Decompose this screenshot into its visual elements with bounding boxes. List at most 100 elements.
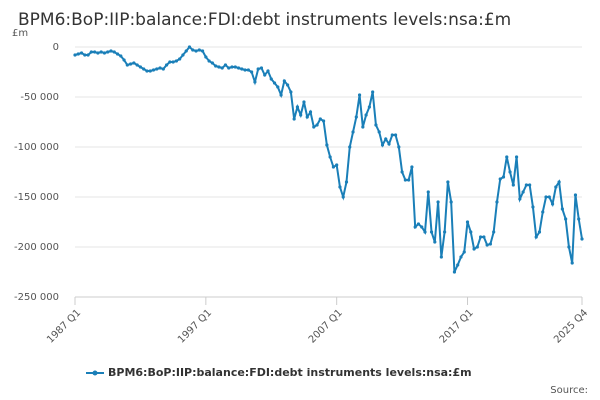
data-point <box>263 73 267 77</box>
data-point <box>269 77 273 81</box>
data-point <box>331 165 336 169</box>
data-point <box>155 67 159 71</box>
data-point <box>240 67 244 71</box>
data-point <box>286 83 290 87</box>
data-point <box>364 113 368 117</box>
y-tick-label: -200 000 <box>14 242 59 253</box>
data-point <box>521 190 525 194</box>
data-point <box>292 117 296 121</box>
data-point <box>541 210 545 214</box>
data-point <box>472 247 476 251</box>
data-point <box>187 45 192 49</box>
data-point <box>377 130 381 134</box>
data-point <box>508 170 512 174</box>
data-point <box>233 65 237 69</box>
data-point <box>181 53 185 57</box>
data-point <box>416 222 421 226</box>
source-label: Source: <box>550 385 588 396</box>
data-point <box>338 185 342 189</box>
data-point <box>132 61 136 65</box>
data-point <box>456 263 460 267</box>
data-point <box>511 183 515 187</box>
data-point <box>397 145 401 149</box>
data-point <box>505 155 509 159</box>
data-point <box>142 67 146 71</box>
data-point <box>302 100 306 104</box>
data-point <box>171 60 175 64</box>
data-point <box>250 70 254 74</box>
data-point <box>410 165 414 169</box>
data-point <box>276 85 280 89</box>
data-point <box>174 59 178 63</box>
data-point <box>564 217 568 221</box>
data-point <box>534 235 538 239</box>
data-point <box>96 51 100 55</box>
data-point <box>501 175 506 179</box>
data-point <box>465 220 470 224</box>
data-point <box>129 62 133 66</box>
data-point <box>148 69 152 73</box>
x-tick-label: 2025 Q4 <box>552 307 590 345</box>
data-point <box>348 145 352 149</box>
data-point <box>115 52 120 56</box>
data-point <box>191 48 195 52</box>
data-point <box>443 230 447 234</box>
data-point <box>335 163 339 167</box>
data-point <box>573 193 578 197</box>
data-point <box>344 180 349 184</box>
x-tick-label: 1987 Q1 <box>45 307 83 345</box>
data-point <box>207 59 211 63</box>
data-point <box>112 50 116 54</box>
data-point <box>73 53 77 57</box>
data-point <box>439 255 443 259</box>
data-point <box>469 230 473 234</box>
data-point <box>256 67 260 71</box>
data-point <box>462 250 466 254</box>
data-point <box>151 68 156 72</box>
y-tick-label: 0 <box>53 42 59 53</box>
data-point <box>384 137 388 141</box>
data-point <box>93 50 97 54</box>
data-point <box>550 202 555 206</box>
data-point <box>374 123 378 127</box>
data-point <box>214 64 218 68</box>
data-point <box>390 133 394 137</box>
data-point <box>567 245 571 249</box>
data-point <box>580 237 584 241</box>
data-point <box>452 270 457 274</box>
series-line <box>74 45 583 273</box>
data-point <box>318 117 322 121</box>
y-tick-label: -50 000 <box>20 92 59 103</box>
data-point <box>570 261 574 265</box>
data-point <box>289 90 293 94</box>
x-tick-label: 2017 Q1 <box>438 307 476 345</box>
legend-label: BPM6:BoP:IIP:balance:FDI:debt instrument… <box>108 366 472 379</box>
data-point <box>243 68 247 72</box>
data-point <box>380 143 385 147</box>
data-point <box>400 170 404 174</box>
data-point <box>253 80 257 84</box>
data-point <box>161 67 165 71</box>
data-point <box>282 79 286 83</box>
data-point <box>446 180 450 184</box>
data-point <box>361 125 365 129</box>
data-point <box>485 243 489 247</box>
data-point <box>86 53 90 57</box>
data-point <box>420 225 424 229</box>
data-point <box>200 49 205 53</box>
y-tick-label: -250 000 <box>14 292 59 303</box>
data-point <box>138 65 143 69</box>
data-point <box>145 69 149 73</box>
data-point <box>99 50 103 54</box>
data-point <box>315 123 319 127</box>
data-point <box>259 66 264 70</box>
data-point <box>266 69 270 73</box>
data-point <box>299 113 303 117</box>
data-point <box>184 49 188 53</box>
data-point <box>449 200 453 204</box>
data-point <box>227 66 231 70</box>
data-point <box>531 205 535 209</box>
data-point <box>328 155 332 159</box>
